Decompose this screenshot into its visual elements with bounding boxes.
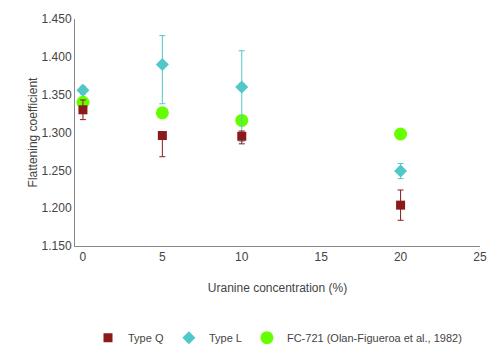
svg-text:0: 0 xyxy=(80,250,87,264)
svg-text:Flattening coefficient: Flattening coefficient xyxy=(26,77,40,188)
svg-text:1.250: 1.250 xyxy=(42,164,72,178)
svg-text:15: 15 xyxy=(315,250,329,264)
svg-text:FC-721 (Olan-Figueroa et al.,: FC-721 (Olan-Figueroa et al., 1982) xyxy=(287,332,462,344)
svg-text:Type L: Type L xyxy=(209,332,242,344)
svg-text:5: 5 xyxy=(159,250,166,264)
svg-text:Uranine concentration (%): Uranine concentration (%) xyxy=(208,281,347,295)
svg-text:1.200: 1.200 xyxy=(42,201,72,215)
svg-text:20: 20 xyxy=(394,250,408,264)
svg-text:10: 10 xyxy=(235,250,249,264)
svg-text:1.350: 1.350 xyxy=(42,88,72,102)
svg-text:1.400: 1.400 xyxy=(42,50,72,64)
svg-text:Type Q: Type Q xyxy=(128,332,164,344)
svg-text:1.300: 1.300 xyxy=(42,126,72,140)
svg-text:1.450: 1.450 xyxy=(42,12,72,26)
svg-text:25: 25 xyxy=(473,250,487,264)
svg-text:1.150: 1.150 xyxy=(42,239,72,253)
